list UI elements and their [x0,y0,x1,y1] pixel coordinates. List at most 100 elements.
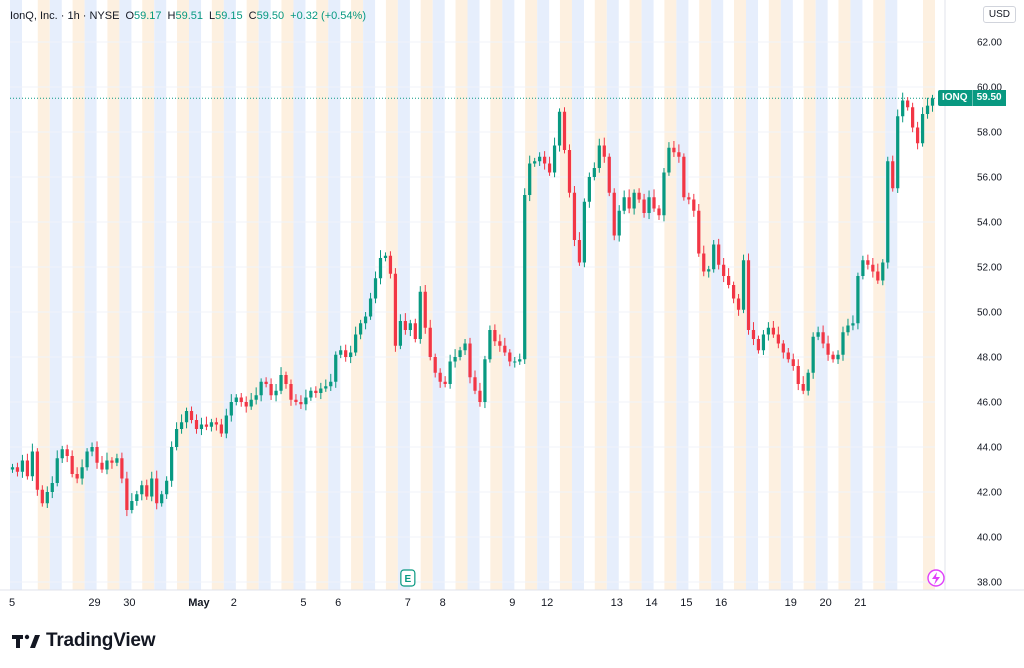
post-market-band [258,0,271,590]
candle-body [413,323,417,339]
candle-body [463,343,467,351]
candle-body [538,156,542,162]
candle-body [632,192,636,209]
candle-body [602,145,606,157]
candle [120,452,124,484]
post-market-band [49,0,62,590]
candle [304,389,308,411]
candle [279,367,283,395]
candle-body [702,253,706,272]
candle [597,138,601,173]
candle-body [826,343,830,355]
candle-body [920,114,925,144]
candle-body [915,127,920,144]
lightning-icon [927,569,945,587]
candle-body [518,359,522,362]
candle [731,281,736,304]
candle [45,486,49,508]
candle [319,382,323,400]
candle-body [906,100,910,108]
symbol-name[interactable]: IonQ, Inc. · 1h · NYSE [10,10,120,22]
candle-body [572,192,577,240]
candle [189,406,194,424]
candle [513,357,517,368]
candle [836,350,840,364]
candle-body [368,298,373,317]
candle [856,272,860,330]
candle [194,414,199,434]
x-tick-label: 29 [88,597,100,609]
candle [741,254,746,314]
candle-body [289,384,293,400]
candle-body [503,345,507,353]
candle-body [587,177,591,202]
candle-body [438,372,442,382]
candle-body [722,264,726,276]
time-axis: 5 29 30 May 2 5 6 7 8 9 12 13 14 15 16 19 20 21 [0,589,1024,609]
candle [349,345,353,364]
x-tick-label: 21 [854,597,866,609]
candle-body [324,386,328,389]
x-tick-label: 20 [819,597,831,609]
y-tick-label: 42.00 [977,488,1002,499]
candle [418,286,422,344]
candle [702,245,706,277]
currency-button[interactable]: USD [982,6,1016,23]
candle-body [468,343,472,378]
candle [851,315,855,331]
candle [722,258,726,283]
candle-body [717,244,721,265]
candle [652,189,656,212]
post-market-band [119,0,132,590]
candle-body [513,361,517,363]
candle [771,321,775,338]
pre-market-band [699,0,712,590]
candle [717,238,721,270]
x-tick-label: 30 [123,597,135,609]
price-grid [10,41,935,583]
candle-body [582,201,587,263]
candle-body [269,384,273,396]
candle-body [209,422,214,427]
candle [587,172,591,208]
y-tick-label: 44.00 [977,443,1002,454]
pre-market-band [525,0,538,590]
candle-body [284,375,288,384]
pre-market-band [923,0,935,590]
post-market-band [10,0,22,590]
price-tag-ticker: IONQ [938,90,972,107]
candle [423,285,427,334]
post-market-band [571,0,584,590]
close-label: C [248,10,257,22]
candle-body [403,321,407,330]
candle [751,322,756,346]
candle [373,271,378,304]
candle-body [796,366,800,384]
candle [896,109,900,193]
candle [458,346,462,361]
symbol-legend: IonQ, Inc. · 1h · NYSE O 59.17 H 59.51 L 59… [10,10,366,22]
candle [428,319,432,361]
pre-market-band [664,0,677,590]
candle-body [925,105,930,114]
tradingview-logo[interactable]: TradingView [12,630,156,652]
candle [60,445,64,463]
candle-body [697,210,701,254]
candle-body [508,352,512,362]
candle [508,349,512,367]
candle-body [10,467,15,470]
candle-body [249,399,253,407]
candle-body [552,145,557,173]
candle [811,332,815,379]
candle [314,386,318,398]
candle-body [65,449,69,456]
candle-body [170,447,174,481]
post-market-band [676,0,689,590]
candle [841,326,845,361]
candle [861,255,865,280]
pre-market-band [455,0,468,590]
candle [786,348,790,363]
candle [930,94,935,112]
